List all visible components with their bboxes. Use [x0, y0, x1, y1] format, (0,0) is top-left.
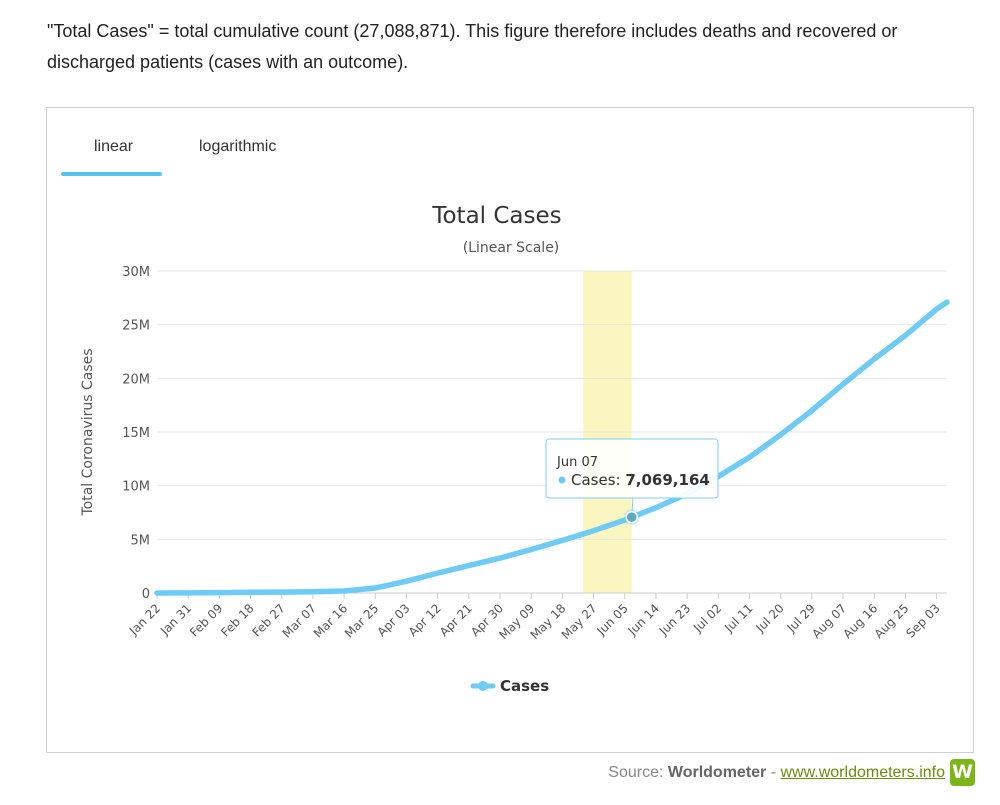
x-tick-label: Sep 03	[903, 601, 942, 640]
active-tab-indicator	[61, 172, 162, 176]
x-tick-label: Feb 09	[187, 601, 225, 639]
hover-point[interactable]	[625, 510, 638, 524]
grid-layer: 0 5M 10M 15M 20M 25M 30M	[122, 265, 947, 602]
x-tick-label: Apr 03	[375, 601, 413, 639]
source-separator: -	[766, 764, 781, 781]
tooltip-date: Jun 07	[556, 455, 598, 470]
legend-marker	[478, 681, 488, 691]
tooltip-series-dot	[558, 476, 566, 484]
x-tick-label: Mar 25	[342, 601, 381, 640]
x-tick-label: Mar 16	[311, 601, 350, 640]
chart-subtitle: (Linear Scale)	[463, 240, 560, 256]
x-tick-label: Jan 31	[157, 601, 194, 638]
y-axis-label: Total Coronavirus Cases	[80, 348, 96, 516]
x-tick-label: Jul 02	[690, 601, 724, 635]
x-tick-label: Apr 21	[437, 601, 475, 639]
source-credit: Source: Worldometer - www.worldometers.i…	[608, 764, 945, 782]
intro-text: "Total Cases" = total cumulative count (…	[47, 21, 898, 72]
y-tick-label: 0	[142, 587, 150, 602]
y-tick-label: 5M	[131, 533, 151, 548]
y-tick-label: 15M	[122, 426, 150, 441]
source-link[interactable]: www.worldometers.info	[780, 764, 946, 781]
x-tick-label: Jun 14	[625, 601, 662, 638]
x-tick-label: Aug 25	[872, 601, 912, 641]
source-prefix: Source:	[608, 764, 668, 781]
x-tick-label: Jun 23	[656, 601, 693, 638]
legend[interactable]: Cases	[470, 677, 549, 695]
tab-logarithmic[interactable]: logarithmic	[199, 138, 277, 155]
y-tick-label: 30M	[122, 265, 150, 280]
source-name: Worldometer	[667, 764, 767, 781]
tooltip: Jun 07 Cases: 7,069,164	[545, 438, 719, 499]
x-tick-label: Mar 07	[280, 601, 319, 640]
y-tick-label: 25M	[122, 319, 150, 334]
x-tick-label: Feb 18	[218, 601, 256, 639]
x-tick-label: Jul 11	[721, 601, 755, 635]
y-tick-label: 20M	[122, 372, 150, 387]
series-line-cases[interactable]	[154, 299, 950, 596]
x-tick-label: Jul 20	[752, 601, 786, 635]
tab-linear[interactable]: linear	[94, 138, 134, 155]
tooltip-value: 7,069,164	[625, 471, 709, 489]
x-tick-label: Jun 05	[594, 601, 631, 638]
legend-label[interactable]: Cases	[500, 677, 549, 695]
x-tick-label: Apr 12	[406, 601, 444, 639]
series-layer	[154, 299, 950, 596]
chart-panel: linear logarithmic	[46, 107, 974, 753]
x-tick-label: May 27	[559, 601, 600, 642]
tooltip-series-label: Cases:	[571, 471, 625, 489]
tooltip-value-line: Cases: 7,069,164	[571, 471, 710, 489]
chart-title: Total Cases	[431, 203, 561, 229]
worldometer-logo-icon[interactable]: W	[950, 759, 975, 786]
tooltip-box	[545, 438, 719, 499]
x-tick-label: Jan 22	[126, 601, 163, 638]
y-tick-label: 10M	[122, 480, 150, 495]
